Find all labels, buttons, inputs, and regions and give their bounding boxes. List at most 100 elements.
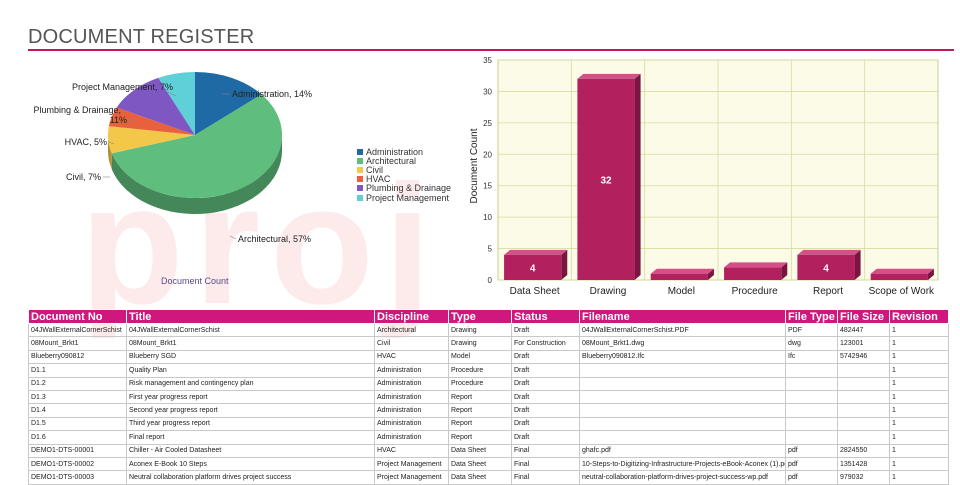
table-row[interactable]: D1.2 Risk management and contingency plan… xyxy=(28,376,949,391)
column-header[interactable]: Document No xyxy=(28,309,127,324)
legend-item: Civil xyxy=(357,164,451,175)
legend-item: Administration xyxy=(357,147,451,157)
x-tick-label: Procedure xyxy=(732,286,779,297)
table-row[interactable]: D1.6 Final report Administration Report Draf… xyxy=(28,430,949,445)
table-cell: Data Sheet xyxy=(448,443,512,458)
table-cell: pdf xyxy=(785,456,838,472)
table-row[interactable]: DEMO1-DTS-00001 Chiller - Air Cooled Data… xyxy=(28,443,949,458)
table-cell: Architectural xyxy=(374,322,449,338)
table-row[interactable]: Blueberry090812 Blueberry SGD HVAC Model Dra… xyxy=(28,349,949,365)
column-header[interactable]: Filename xyxy=(579,309,786,324)
table-row[interactable]: DEMO1-DTS-00002 Aconex E-Book 10 Steps Pro… xyxy=(28,456,949,472)
table-cell: First year progress report xyxy=(126,389,375,405)
pie-slice-label: Civil, 7% xyxy=(66,172,101,182)
bar-side xyxy=(561,249,568,280)
pie-legend: Administration Architectural Civil HVAC … xyxy=(357,147,452,203)
y-tick-label: 15 xyxy=(483,182,492,191)
table-cell: Aconex E-Book 10 Steps xyxy=(126,456,375,472)
table-row[interactable]: D1.4 Second year progress report Administr… xyxy=(28,403,949,418)
table-cell: Draft xyxy=(511,349,580,365)
table-cell: 04JWallExternalCornerSchist xyxy=(126,322,375,338)
legend-swatch xyxy=(357,185,363,192)
y-axis-label: Document Count xyxy=(469,128,480,203)
x-tick-label: Drawing xyxy=(590,286,627,297)
table-cell: 08Mount_Brkt1 xyxy=(126,336,375,351)
bar-top xyxy=(577,73,641,79)
pie-slice xyxy=(158,72,195,135)
column-header[interactable]: Title xyxy=(126,309,375,324)
table-cell: Project Management xyxy=(374,456,449,472)
table-cell: 1 xyxy=(889,349,949,365)
table-cell: 979032 xyxy=(837,470,890,485)
table-cell: Chiller - Air Cooled Datasheet xyxy=(126,443,375,458)
table-row[interactable]: 08Mount_Brkt1 08Mount_Brkt1 Civil Drawing Fo… xyxy=(28,336,949,351)
table-cell: Administration xyxy=(374,403,449,418)
table-cell xyxy=(579,403,786,418)
table-cell: Report xyxy=(448,389,512,405)
column-header[interactable]: Revision xyxy=(889,309,949,324)
table-cell: 08Mount_Brkt1.dwg xyxy=(579,336,786,351)
document-register-table: Document No Title Discipline Type Status… xyxy=(28,309,949,485)
table-cell: 1 xyxy=(889,430,949,445)
table-cell xyxy=(785,376,838,391)
table-cell: 482447 xyxy=(837,322,890,338)
pie-label-leader xyxy=(128,119,137,123)
table-cell: 1 xyxy=(889,322,949,338)
table-cell: Neutral collaboration platform drives pr… xyxy=(126,470,375,485)
legend-item: Architectural xyxy=(357,156,451,166)
y-tick-label: 5 xyxy=(488,245,493,254)
table-cell: Administration xyxy=(374,363,449,378)
table-cell: D1.3 xyxy=(28,389,127,405)
table-cell: 10-Steps-to-Digitizing-Infrastructure-Pr… xyxy=(579,456,786,472)
table-cell: neutral-collaboration-platform-drives-pr… xyxy=(579,470,786,485)
column-header[interactable]: File Size xyxy=(837,309,890,324)
table-row[interactable]: DEMO1-DTS-00003 Neutral collaboration pla… xyxy=(28,470,949,485)
table-cell: HVAC xyxy=(374,349,449,365)
table-row[interactable]: D1.5 Third year progress report Administra… xyxy=(28,416,949,432)
table-cell xyxy=(785,430,838,445)
legend-label: HVAC xyxy=(366,174,391,185)
table-cell: Drawing xyxy=(448,322,512,338)
legend-item: Plumbing & Drainage xyxy=(357,183,452,194)
table-cell xyxy=(579,376,786,391)
table-row[interactable]: D1.3 First year progress report Administra… xyxy=(28,389,949,405)
legend-label: Plumbing & Drainage xyxy=(366,183,452,194)
table-cell: Risk management and contingency plan xyxy=(126,376,375,391)
pie-slice xyxy=(195,72,262,135)
table-cell xyxy=(785,416,838,432)
pie-slice xyxy=(107,126,195,154)
table-row[interactable]: 04JWallExternalCornerSchist 04JWallExtern… xyxy=(28,322,949,338)
legend-item: HVAC xyxy=(357,174,451,185)
table-cell xyxy=(837,389,890,405)
table-cell: 04JWallExternalCornerSchist.PDF xyxy=(579,322,786,338)
column-header[interactable]: Discipline xyxy=(374,309,449,324)
table-cell: 1 xyxy=(889,456,949,472)
legend-label: Civil xyxy=(366,164,383,175)
table-cell: 1351428 xyxy=(837,456,890,472)
bar-top xyxy=(650,268,714,274)
pie-slice-label: Project Management, 7% xyxy=(72,82,173,92)
bar xyxy=(797,254,855,280)
table-cell: dwg xyxy=(785,336,838,351)
table-cell: 5742946 xyxy=(837,349,890,365)
column-header[interactable]: Status xyxy=(511,309,580,324)
bar-top xyxy=(504,249,568,255)
y-tick-label: 30 xyxy=(483,87,492,96)
column-header[interactable]: File Type xyxy=(785,309,838,324)
table-row[interactable]: D1.1 Quality Plan Administration Procedure D… xyxy=(28,363,949,378)
table-cell: DEMO1-DTS-00002 xyxy=(28,456,127,472)
table-cell: 04JWallExternalCornerSchist xyxy=(28,322,127,338)
table-cell: Administration xyxy=(374,389,449,405)
table-cell: Draft xyxy=(511,376,580,391)
table-cell: Administration xyxy=(374,416,449,432)
table-cell xyxy=(579,363,786,378)
bar xyxy=(724,267,782,280)
y-tick-label: 20 xyxy=(483,150,492,159)
table-cell: Draft xyxy=(511,416,580,432)
table-cell: Draft xyxy=(511,363,580,378)
table-cell: 123001 xyxy=(837,336,890,351)
legend-swatch xyxy=(357,166,363,173)
table-cell xyxy=(579,416,786,432)
y-tick-label: 35 xyxy=(483,56,492,65)
column-header[interactable]: Type xyxy=(448,309,512,324)
